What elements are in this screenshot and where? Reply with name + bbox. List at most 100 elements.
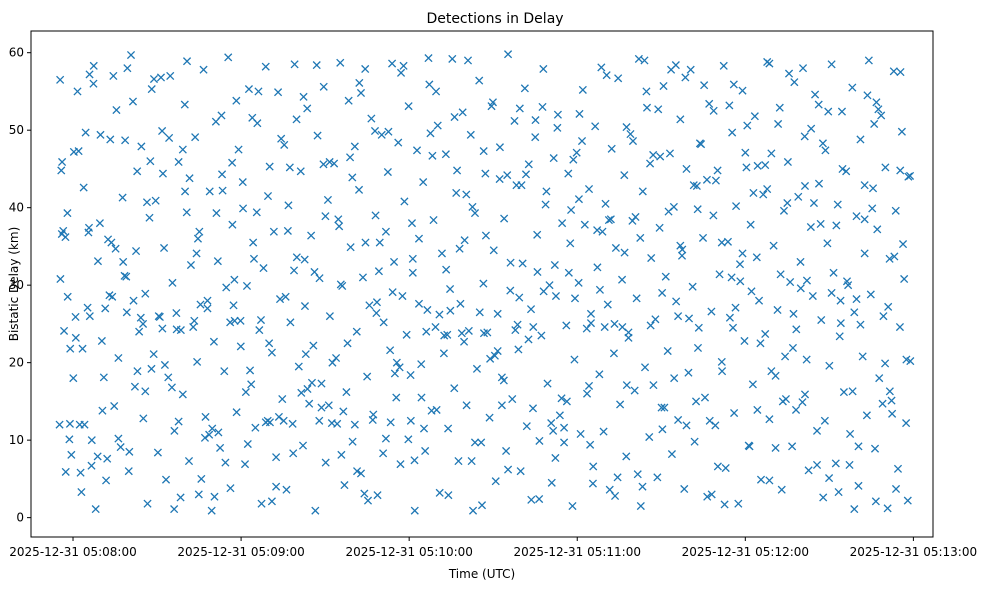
data-point-marker: [873, 225, 882, 234]
data-point-marker: [870, 119, 879, 129]
data-point-marker: [709, 106, 718, 115]
data-point-marker: [543, 379, 552, 388]
data-point-marker: [93, 257, 103, 266]
data-point-marker: [800, 181, 810, 191]
data-point-marker: [808, 291, 817, 301]
data-point-marker: [228, 158, 237, 167]
data-point-marker: [607, 144, 616, 153]
data-point-marker: [814, 179, 824, 188]
data-point-marker: [158, 169, 167, 178]
data-point-marker: [895, 322, 905, 332]
data-point-marker: [245, 366, 255, 375]
data-point-marker: [749, 188, 758, 198]
data-point-marker: [891, 206, 900, 215]
data-point-marker: [315, 274, 324, 283]
data-point-marker: [688, 282, 697, 291]
data-point-marker: [251, 423, 260, 432]
data-point-marker: [87, 461, 96, 470]
data-point-marker: [738, 86, 747, 95]
data-point-marker: [458, 108, 467, 117]
data-point-marker: [356, 469, 366, 478]
data-point-marker: [499, 376, 508, 385]
data-point-marker: [549, 426, 558, 435]
data-point-marker: [278, 395, 287, 404]
data-point-marker: [337, 450, 346, 459]
data-point-marker: [123, 64, 132, 73]
data-point-marker: [871, 497, 880, 506]
data-point-marker: [562, 397, 571, 406]
data-point-marker: [709, 211, 718, 220]
data-point-marker: [238, 204, 248, 213]
data-point-marker: [462, 401, 471, 410]
data-point-marker: [265, 339, 274, 348]
data-point-marker: [56, 274, 65, 284]
data-point-marker: [796, 257, 805, 266]
data-point-marker: [142, 198, 152, 207]
data-point-marker: [630, 386, 639, 395]
data-point-marker: [216, 443, 225, 452]
data-point-marker: [633, 470, 642, 479]
data-point-marker: [57, 166, 66, 175]
data-point-marker: [832, 221, 841, 230]
data-point-marker: [294, 362, 303, 371]
data-point-marker: [896, 68, 905, 77]
data-point-marker: [292, 253, 301, 262]
data-point-marker: [130, 382, 139, 391]
data-point-marker: [229, 301, 238, 310]
data-point-marker: [863, 91, 872, 100]
data-point-marker: [186, 260, 196, 270]
data-point-marker: [690, 437, 699, 446]
data-point-marker: [224, 53, 233, 62]
data-point-marker: [660, 403, 669, 412]
data-point-marker: [881, 359, 890, 368]
data-point-marker: [521, 170, 531, 179]
data-point-marker: [860, 249, 869, 258]
data-point-marker: [96, 130, 105, 139]
data-point-marker: [493, 309, 502, 318]
data-point-marker: [645, 432, 654, 442]
data-point-marker: [241, 388, 250, 397]
data-point-marker: [312, 61, 321, 70]
data-point-marker: [190, 316, 199, 325]
data-point-marker: [300, 302, 310, 311]
data-point-marker: [226, 484, 235, 493]
data-point-marker: [646, 321, 655, 330]
data-point-marker: [684, 314, 694, 323]
data-point-marker: [527, 495, 536, 504]
data-point-marker: [230, 275, 239, 284]
data-point-marker: [267, 497, 276, 506]
data-point-marker: [545, 281, 554, 290]
data-point-marker: [705, 99, 714, 108]
data-point-marker: [636, 233, 645, 242]
data-point-marker: [149, 74, 159, 84]
data-point-marker: [165, 133, 174, 142]
data-point-marker: [788, 442, 797, 451]
data-point-marker: [106, 135, 115, 144]
data-point-marker: [547, 478, 556, 487]
data-point-marker: [754, 296, 764, 305]
data-point-marker: [119, 257, 128, 266]
data-point-marker: [800, 132, 809, 141]
data-point-marker: [852, 212, 861, 221]
data-point-marker: [444, 491, 453, 500]
data-point-marker: [542, 187, 551, 196]
data-point-marker: [65, 435, 74, 444]
data-point-marker: [269, 227, 278, 236]
data-point-marker: [528, 404, 538, 413]
data-point-marker: [756, 339, 765, 348]
data-point-marker: [85, 70, 94, 79]
data-point-marker: [114, 434, 123, 443]
data-point-marker: [767, 367, 776, 376]
data-point-marker: [370, 126, 380, 136]
data-point-marker: [649, 150, 658, 160]
data-point-marker: [414, 234, 424, 243]
data-point-marker: [765, 59, 774, 68]
data-point-marker: [340, 481, 349, 490]
data-point-marker: [77, 487, 86, 497]
data-point-marker: [773, 305, 782, 315]
data-point-marker: [118, 193, 127, 202]
data-point-marker: [76, 468, 85, 477]
data-point-marker: [493, 346, 502, 356]
data-point-marker: [145, 213, 154, 222]
data-point-marker: [836, 296, 845, 305]
